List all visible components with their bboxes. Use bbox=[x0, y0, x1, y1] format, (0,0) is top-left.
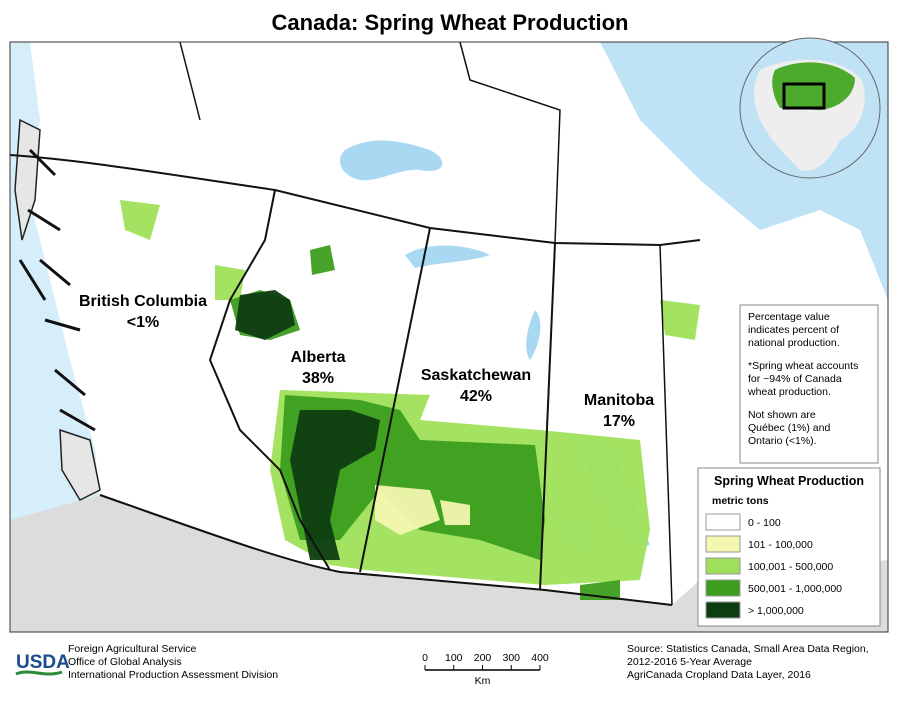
scale-label: 100 bbox=[445, 652, 463, 664]
agency-line: Foreign Agricultural Service bbox=[68, 643, 197, 655]
note-line: Québec (1%) and bbox=[748, 422, 830, 434]
agency-line: International Production Assessment Divi… bbox=[68, 669, 278, 681]
note-box bbox=[739, 304, 879, 464]
scale-label: 400 bbox=[531, 652, 549, 664]
note-line: Ontario (<1%). bbox=[748, 435, 817, 447]
border-60n bbox=[10, 154, 701, 247]
border-ab-sk bbox=[359, 227, 431, 573]
legend-label: 500,001 - 1,000,000 bbox=[748, 583, 842, 595]
source-line: Source: Statistics Canada, Small Area Da… bbox=[627, 643, 869, 655]
globe-extent bbox=[782, 82, 826, 110]
border-usa bbox=[99, 494, 673, 606]
legend-label: 101 - 100,000 bbox=[748, 539, 813, 551]
legend-unit: metric tons bbox=[712, 495, 769, 507]
note-line: *Spring wheat accounts bbox=[748, 360, 858, 372]
province-share: 17% bbox=[603, 413, 635, 430]
legend-swatch bbox=[705, 579, 741, 597]
agency-line: Office of Global Analysis bbox=[68, 656, 182, 668]
scale-label: 0 bbox=[422, 652, 428, 664]
border-sk-mb bbox=[539, 242, 556, 591]
globe-canada bbox=[772, 62, 855, 110]
province-share: <1% bbox=[127, 314, 159, 331]
scale-unit: Km bbox=[475, 675, 491, 687]
globe-inset bbox=[739, 37, 881, 179]
legend-label: > 1,000,000 bbox=[748, 605, 804, 617]
legend-title: Spring Wheat Production bbox=[714, 474, 864, 488]
province-name: Saskatchewan bbox=[421, 367, 531, 384]
legend-label: 100,001 - 500,000 bbox=[748, 561, 833, 573]
island bbox=[14, 118, 101, 501]
scale-bar: 0 100 200 300 400 Km bbox=[422, 652, 549, 687]
production-patches bbox=[120, 200, 700, 600]
production-patch bbox=[235, 290, 380, 560]
production-patch bbox=[120, 200, 700, 340]
province-name: Manitoba bbox=[584, 392, 654, 409]
scale-label: 300 bbox=[502, 652, 520, 664]
legend-swatch bbox=[705, 601, 741, 619]
lake bbox=[340, 140, 443, 181]
title: Canada: Spring Wheat Production bbox=[272, 10, 629, 35]
border-bc-ab bbox=[208, 189, 331, 571]
border-mb-on bbox=[659, 244, 673, 606]
province-name: British Columbia bbox=[79, 293, 207, 310]
source-line: AgriCanada Cropland Data Layer, 2016 bbox=[627, 669, 811, 681]
usda-logo: USDA bbox=[16, 652, 70, 673]
map-frame bbox=[9, 41, 889, 633]
province-labels: British Columbia <1% Alberta 38% Saskatc… bbox=[79, 293, 654, 430]
legend-swatch bbox=[705, 513, 741, 531]
source: Source: Statistics Canada, Small Area Da… bbox=[627, 643, 869, 681]
border-north bbox=[179, 42, 561, 244]
province-name: Alberta bbox=[290, 349, 345, 366]
coast-fjords bbox=[18, 148, 96, 432]
province-share: 38% bbox=[302, 370, 334, 387]
note-line: for ~94% of Canada bbox=[748, 373, 842, 385]
note-line: national production. bbox=[748, 337, 840, 349]
scale-label: 200 bbox=[474, 652, 492, 664]
province-share: 42% bbox=[460, 388, 492, 405]
legend-swatch bbox=[705, 557, 741, 575]
source-line: 2012-2016 5-Year Average bbox=[627, 656, 752, 668]
note-line: Percentage value bbox=[748, 311, 830, 323]
production-patch bbox=[375, 485, 470, 535]
note-line: wheat production. bbox=[747, 386, 831, 398]
note-line: Not shown are bbox=[748, 409, 816, 421]
lake bbox=[526, 310, 541, 360]
legend-swatch bbox=[705, 535, 741, 553]
logo-swoosh bbox=[15, 670, 63, 676]
legend: 0 - 100 101 - 100,000 100,001 - 500,000 500… bbox=[705, 513, 842, 619]
legend-label: 0 - 100 bbox=[748, 517, 781, 529]
note-line: indicates percent of bbox=[748, 324, 839, 336]
usa bbox=[10, 495, 888, 632]
